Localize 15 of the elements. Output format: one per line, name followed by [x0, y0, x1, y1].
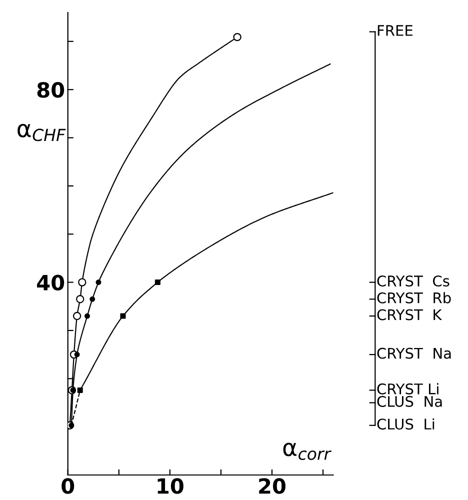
- x-tick-label: 20: [259, 478, 286, 494]
- x-axis-title: α$_{corr}$: [283, 442, 332, 460]
- x-tick-label: 10: [158, 478, 184, 494]
- ref-line-label: CRYST Li: [377, 383, 438, 394]
- y-axis-title: α$_{CHF}$: [18, 124, 66, 142]
- y-tick-label: 40: [37, 274, 64, 291]
- ref-line-label: CLUS Li: [377, 418, 434, 430]
- ref-line-label: CRYST K: [377, 309, 442, 320]
- ref-line-label: CRYST Na: [377, 348, 451, 359]
- ref-line-label: CRYST Cs: [377, 275, 450, 287]
- ref-line-label: FREE: [378, 25, 412, 36]
- ref-line-label: CRYST Rb: [377, 292, 451, 304]
- x-tick-label: 0: [62, 478, 74, 494]
- y-tick-label: 80: [37, 82, 64, 98]
- ref-line-label: CLUS Na: [377, 396, 442, 407]
